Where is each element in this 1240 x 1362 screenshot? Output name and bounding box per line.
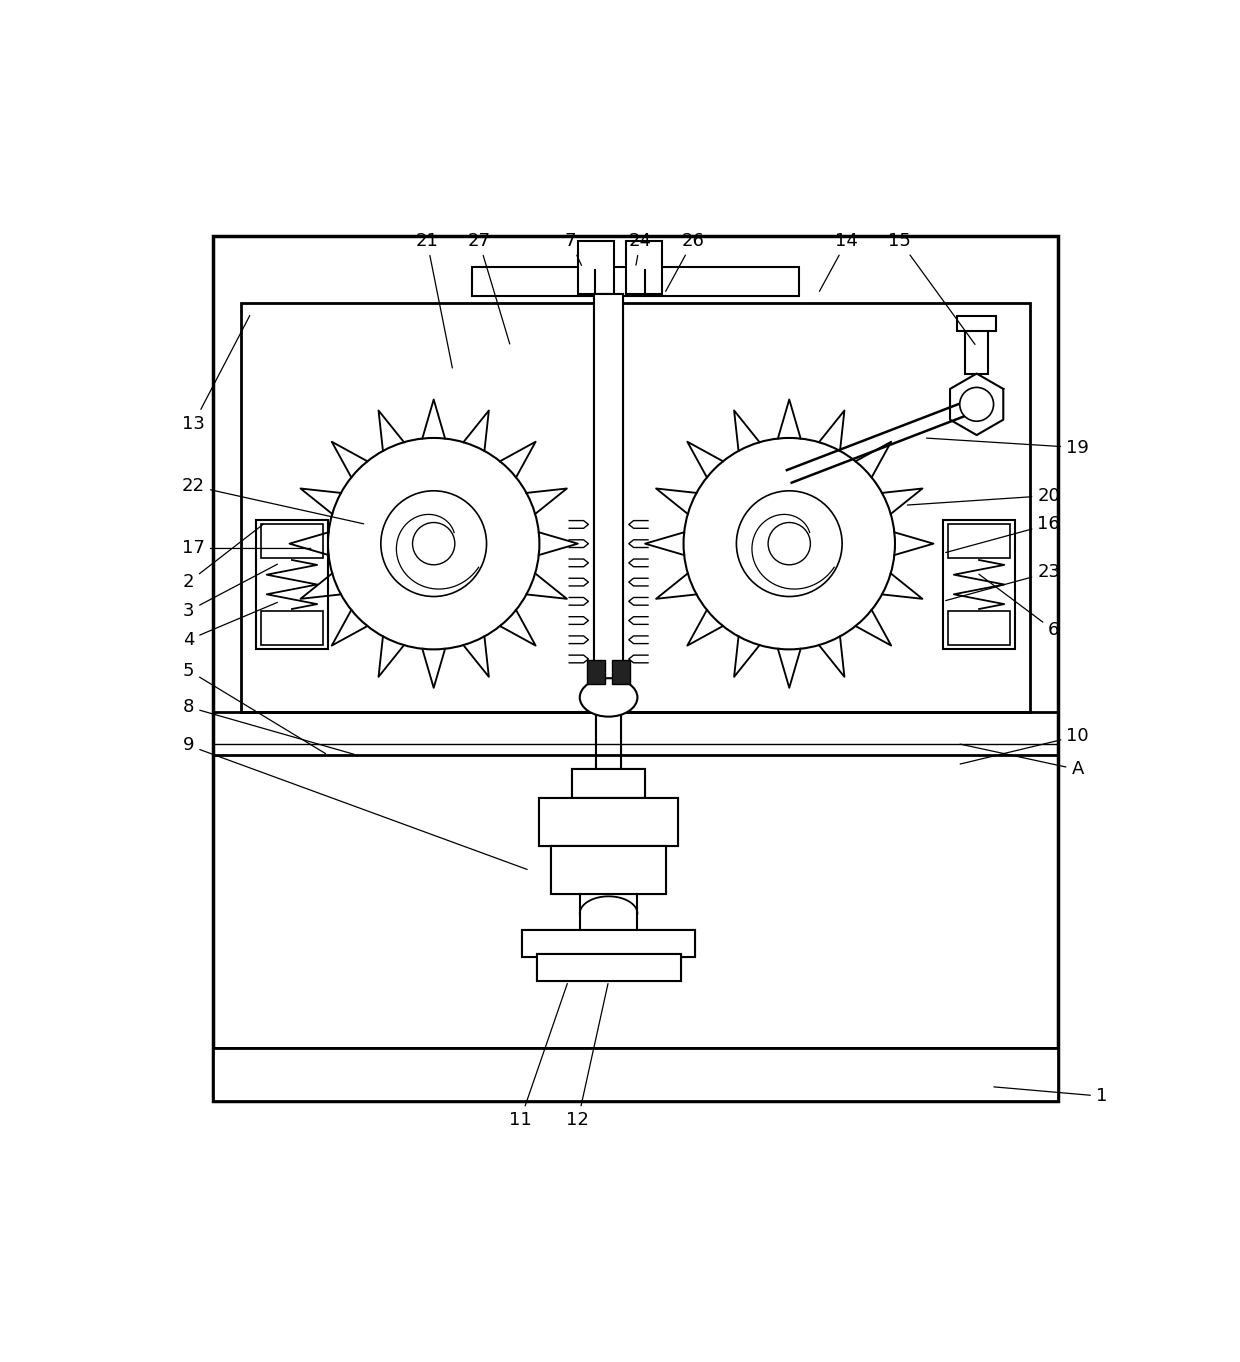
Text: 2: 2: [182, 524, 263, 591]
Bar: [947, 612, 1011, 644]
Bar: [942, 520, 1016, 650]
Text: 22: 22: [182, 477, 363, 524]
Text: 7: 7: [564, 232, 582, 266]
Bar: [947, 524, 1011, 558]
Bar: [572, 770, 645, 798]
Bar: [551, 846, 666, 895]
Bar: [522, 930, 696, 957]
Text: 8: 8: [184, 699, 355, 755]
Circle shape: [960, 387, 993, 421]
Bar: [537, 953, 681, 981]
Bar: [213, 236, 1058, 1100]
Bar: [588, 661, 605, 684]
Circle shape: [683, 439, 895, 650]
Bar: [596, 712, 621, 827]
Bar: [213, 1049, 1058, 1100]
Text: A: A: [960, 744, 1084, 779]
Bar: [242, 304, 1029, 712]
Circle shape: [381, 490, 486, 597]
Circle shape: [768, 523, 811, 565]
Text: 10: 10: [960, 727, 1089, 764]
Text: 12: 12: [567, 983, 608, 1129]
Circle shape: [737, 490, 842, 597]
Text: 1: 1: [993, 1087, 1107, 1105]
Text: 4: 4: [182, 602, 278, 648]
Bar: [572, 770, 645, 798]
Ellipse shape: [580, 678, 637, 716]
Text: 24: 24: [629, 232, 652, 266]
Text: 15: 15: [888, 232, 975, 345]
Bar: [260, 524, 324, 558]
Bar: [957, 316, 996, 331]
Text: 14: 14: [820, 232, 858, 291]
Text: 26: 26: [666, 232, 704, 291]
Bar: [551, 846, 666, 895]
Text: 23: 23: [946, 564, 1060, 601]
Text: 13: 13: [182, 316, 249, 433]
Text: 20: 20: [908, 486, 1060, 505]
Bar: [260, 612, 324, 644]
Text: 6: 6: [978, 575, 1059, 639]
Bar: [626, 241, 662, 294]
Text: 16: 16: [946, 515, 1060, 553]
Bar: [539, 798, 678, 846]
Bar: [537, 953, 681, 981]
Bar: [539, 798, 678, 846]
Circle shape: [413, 523, 455, 565]
Text: 5: 5: [182, 662, 326, 753]
Bar: [596, 712, 621, 827]
Bar: [594, 294, 622, 712]
Bar: [965, 327, 988, 373]
Text: 27: 27: [467, 232, 510, 345]
Text: 11: 11: [508, 983, 568, 1129]
Bar: [472, 267, 799, 296]
Circle shape: [327, 439, 539, 650]
Bar: [578, 241, 614, 294]
Text: 3: 3: [182, 564, 278, 620]
Text: 21: 21: [415, 232, 453, 368]
Text: 19: 19: [926, 439, 1089, 456]
Bar: [255, 520, 327, 650]
Bar: [213, 1049, 1058, 1100]
Bar: [522, 930, 696, 957]
Text: 9: 9: [182, 737, 527, 869]
Bar: [613, 661, 630, 684]
Bar: [594, 294, 622, 712]
Text: 17: 17: [182, 539, 311, 557]
